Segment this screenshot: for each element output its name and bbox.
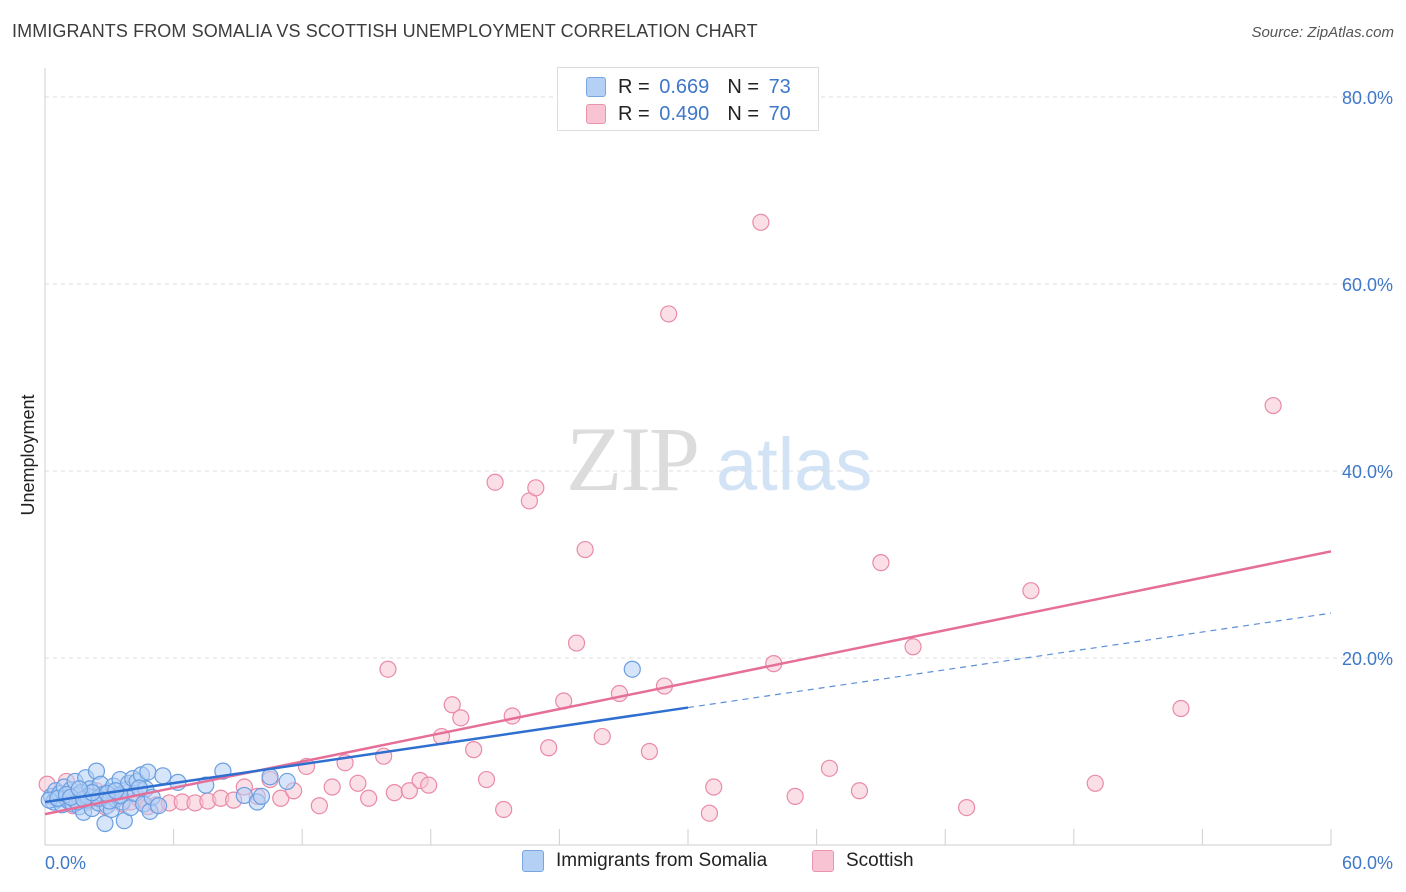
series-swatch-scottish bbox=[812, 850, 834, 872]
scottish-point bbox=[872, 554, 890, 572]
legend-swatch-scottish bbox=[586, 104, 606, 124]
somalia-point bbox=[278, 772, 296, 791]
legend-n-value: 73 bbox=[768, 75, 791, 98]
scottish-point bbox=[640, 742, 659, 761]
watermark: ZIP atlas bbox=[566, 408, 872, 510]
chart-title: IMMIGRANTS FROM SOMALIA VS SCOTTISH UNEM… bbox=[12, 21, 758, 41]
series-label-somalia: Immigrants from Somalia bbox=[556, 850, 768, 871]
series-legend-scottish[interactable]: Scottish bbox=[812, 850, 914, 872]
somalia-point bbox=[149, 797, 168, 815]
scottish-point bbox=[540, 739, 558, 757]
scottish-point bbox=[465, 741, 483, 759]
scottish-point bbox=[443, 696, 461, 714]
y-axis-title: Unemployment bbox=[18, 394, 38, 515]
scottish-point bbox=[1264, 396, 1282, 415]
y-tick-label: 40.0% bbox=[1342, 462, 1393, 482]
scottish-point bbox=[503, 707, 521, 725]
legend-n-value: 70 bbox=[768, 102, 791, 125]
legend-n-label: N = bbox=[727, 102, 759, 125]
legend-row-scottish: R = 0.490 N = 70 bbox=[558, 101, 791, 127]
x-tick-label: 0.0% bbox=[45, 853, 86, 873]
x-tick-label: 60.0% bbox=[1342, 853, 1393, 873]
somalia-trend-extension bbox=[687, 612, 1332, 709]
scottish-point bbox=[379, 660, 397, 678]
scottish-point bbox=[477, 770, 496, 789]
scottish-point bbox=[958, 798, 976, 817]
somalia-point bbox=[154, 767, 172, 785]
scottish-point bbox=[700, 804, 719, 822]
somalia-point bbox=[623, 660, 641, 678]
scottish-point bbox=[1172, 699, 1190, 718]
stats-legend: R = 0.669 N = 73 R = 0.490 N = 70 bbox=[557, 67, 819, 131]
scottish-point bbox=[820, 759, 839, 777]
scottish-point bbox=[850, 782, 869, 800]
legend-r-value: 0.490 bbox=[659, 102, 710, 125]
y-tick-label: 20.0% bbox=[1342, 649, 1393, 669]
series-label-scottish: Scottish bbox=[846, 850, 914, 871]
somalia-trend-line bbox=[44, 706, 689, 804]
somalia-point bbox=[70, 780, 88, 798]
scottish-point bbox=[527, 479, 545, 497]
chart-source: Source: ZipAtlas.com bbox=[1251, 24, 1394, 41]
series-swatch-somalia bbox=[522, 850, 544, 872]
scottish-point bbox=[593, 727, 611, 746]
scottish-point bbox=[752, 213, 770, 231]
scottish-point bbox=[486, 473, 504, 491]
series-legend: Immigrants from Somalia Scottish bbox=[0, 850, 1406, 878]
y-tick-label: 80.0% bbox=[1342, 88, 1393, 108]
scottish-point bbox=[660, 305, 678, 323]
scottish-point bbox=[400, 782, 418, 800]
legend-r-label: R = bbox=[618, 75, 650, 98]
y-tick-label: 60.0% bbox=[1342, 275, 1393, 295]
watermark-atlas: atlas bbox=[716, 423, 872, 506]
scottish-point bbox=[495, 800, 513, 819]
legend-swatch-somalia bbox=[586, 77, 606, 97]
scottish-point bbox=[786, 787, 804, 805]
scottish-point bbox=[1086, 774, 1104, 792]
scottish-point bbox=[576, 540, 594, 559]
somalia-point bbox=[139, 763, 157, 781]
scottish-point bbox=[904, 638, 922, 656]
scottish-point bbox=[1022, 582, 1040, 600]
scottish-point bbox=[360, 789, 378, 807]
scottish-point bbox=[272, 789, 290, 807]
scottish-point bbox=[567, 634, 586, 652]
legend-row-somalia: R = 0.669 N = 73 bbox=[558, 74, 791, 100]
watermark-zip: ZIP bbox=[566, 408, 698, 510]
somalia-point bbox=[96, 814, 114, 833]
somalia-point bbox=[252, 787, 271, 805]
legend-r-value: 0.669 bbox=[659, 75, 710, 98]
series-legend-somalia[interactable]: Immigrants from Somalia bbox=[522, 850, 767, 872]
legend-n-label: N = bbox=[727, 75, 759, 98]
scottish-point bbox=[323, 778, 341, 796]
somalia-point bbox=[261, 768, 279, 786]
scottish-point bbox=[310, 797, 328, 815]
scottish-point bbox=[452, 709, 470, 727]
scottish-point bbox=[420, 776, 438, 794]
scottish-point bbox=[349, 774, 367, 792]
scottish-point bbox=[385, 784, 403, 802]
scottish-point bbox=[705, 778, 723, 796]
legend-r-label: R = bbox=[618, 102, 650, 125]
